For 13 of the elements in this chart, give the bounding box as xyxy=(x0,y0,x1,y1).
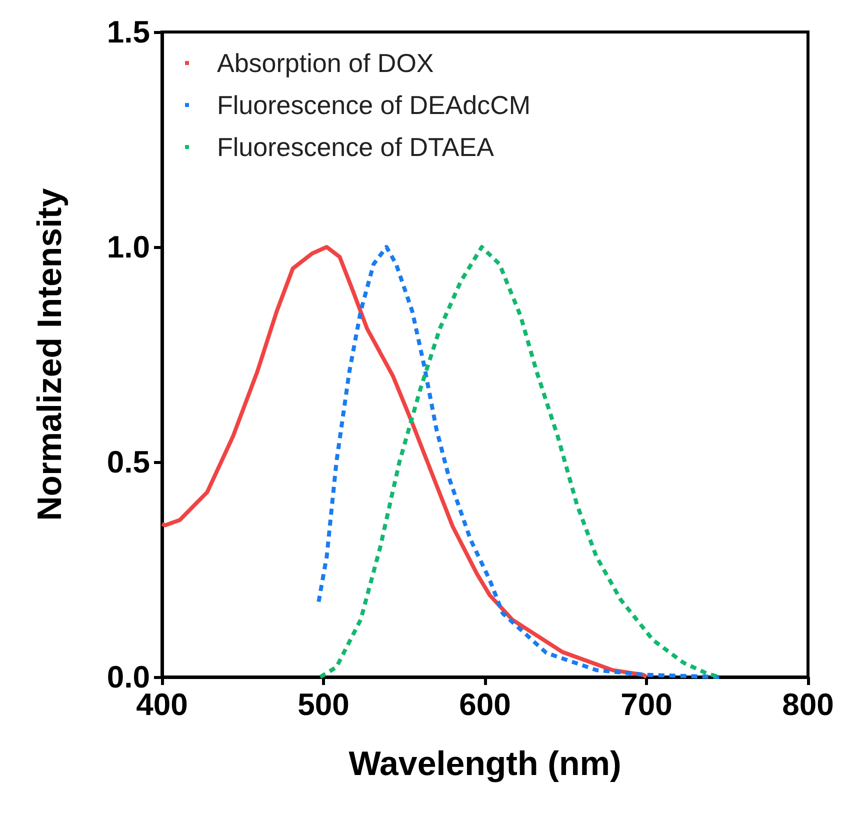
x-axis-title: Wavelength (nm) xyxy=(348,745,622,783)
y-axis-title: Normalized Intensity xyxy=(31,188,69,521)
x-tick-label: 500 xyxy=(298,687,350,722)
y-tick-label: 1.5 xyxy=(106,14,150,50)
x-tick-label: 600 xyxy=(459,687,511,722)
legend-label: Fluorescence of DEAdcCM xyxy=(217,90,531,120)
legend-label: Absorption of DOX xyxy=(217,48,434,78)
y-tick-label: 0.5 xyxy=(106,444,150,480)
y-tick-label: 1.0 xyxy=(106,230,150,264)
x-tick-label: 800 xyxy=(782,687,834,722)
x-tick-label: 700 xyxy=(620,687,672,722)
legend-label: Fluorescence of DTAEA xyxy=(217,132,495,162)
line-series xyxy=(160,245,648,679)
